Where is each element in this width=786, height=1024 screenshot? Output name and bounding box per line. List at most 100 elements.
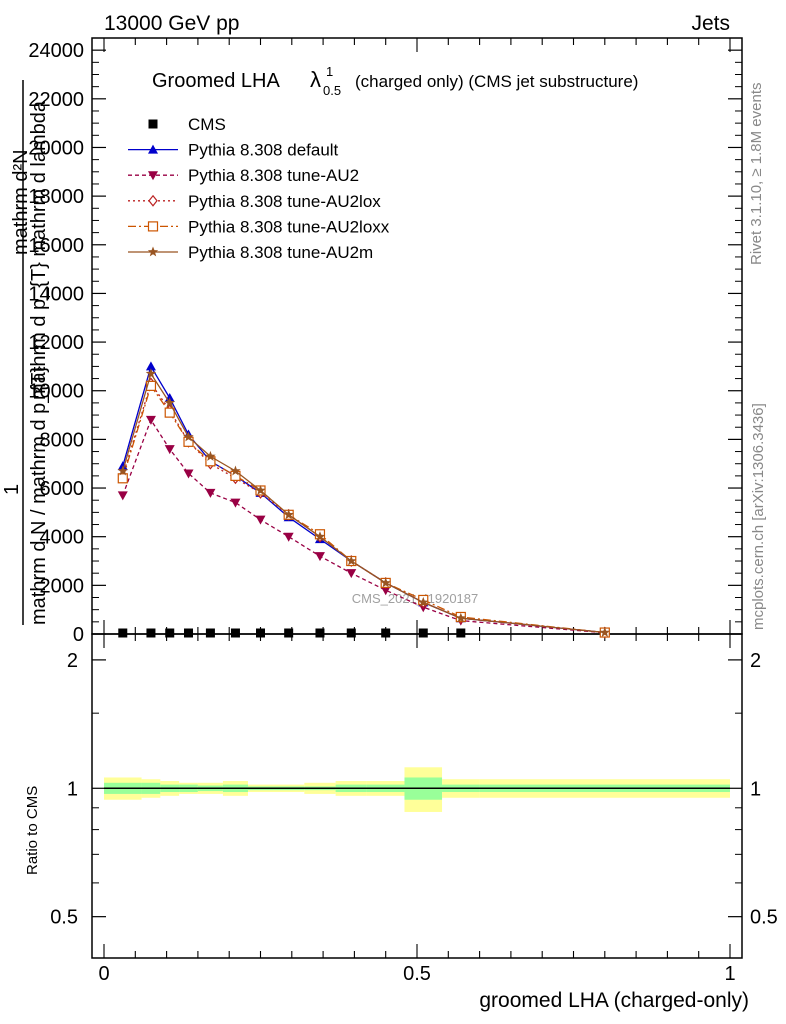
data-point [145,361,156,371]
ratio-ytick-label-right: 2 [750,650,761,672]
upper-ytick-label: 20000 [28,137,84,159]
data-point [256,628,265,638]
ratio-bands [104,767,730,812]
data-point [346,569,357,579]
data-point [346,628,356,638]
data-point [418,596,429,607]
rivet-label: Rivet 3.1.10, ≥ 1.8M events [748,83,765,266]
data-point [205,628,215,638]
legend-label: Pythia 8.308 tune-AU2 [188,166,359,185]
title-sup: 1 [326,64,333,79]
legend-entry: Pythia 8.308 tune-AU2loxx [128,217,390,236]
series-0 [118,628,466,638]
series-5 [117,368,610,637]
data-point [183,431,194,442]
legend-label: Pythia 8.308 default [188,141,339,160]
title-symbol: λ [310,67,321,92]
data-point [380,577,391,588]
legend-label: CMS [188,115,226,134]
upper-ytick-label: 18000 [28,186,84,208]
legend: CMS Pythia 8.308 default Pythia 8.308 tune… [128,115,390,262]
legend-entry: Pythia 8.308 tune-AU2m [128,243,373,262]
upper-ytick-label: 14000 [28,283,84,305]
legend-marker [148,194,158,207]
xtick-label: 0 [98,963,109,985]
legend-entry: Pythia 8.308 default [128,141,339,160]
data-point [381,628,391,638]
upper-ytick-label: 10000 [28,381,84,403]
legend-marker [148,171,158,181]
upper-ytick-label: 22000 [28,89,84,111]
legend-marker [148,144,158,154]
data-point [118,628,128,638]
upper-ytick-label: 2000 [40,575,85,597]
series-line [122,372,605,634]
data-point [418,628,428,638]
data-point [117,465,128,476]
title-rest: (charged only) (CMS jet substructure) [355,72,638,91]
process-label: Jets [691,12,730,35]
ylabel-denominator: mathrm d N / mathrm d p_{T} [28,366,50,625]
upper-ytick-label: 24000 [28,40,84,62]
data-point [145,380,157,391]
legend-marker [147,246,159,257]
data-point [183,469,194,479]
upper-ylabel: mathrm d²N mathrm d p_{T} mathrm d lambd… [1,80,50,625]
legend-marker [148,119,158,129]
lower-axis-ticks: 0.5 0.5 1 1 2 2 0 0.5 1 [50,634,778,985]
data-point [315,628,325,638]
data-point [146,628,156,638]
data-point [117,473,128,484]
ylabel-numerator-2: mathrm d p_{T} mathrm d lambda [28,100,50,400]
data-point [230,465,241,476]
legend-entry: Pythia 8.308 tune-AU2lox [128,192,381,211]
upper-axis-ticks: 0 2000 4000 6000 8000 10000 12000 14000 16000 180… [28,38,742,646]
data-point [184,628,194,638]
x-axis-title: groomed LHA (charged-only) [479,989,749,1012]
ratio-ytick-label: 0.5 [50,907,78,929]
data-point [455,612,467,623]
ratio-ytick-label-right: 0.5 [750,907,778,929]
legend-label: Pythia 8.308 tune-AU2lox [188,192,381,211]
data-point [255,515,266,525]
data-point [314,531,326,542]
upper-ytick-label: 0 [73,624,84,646]
data-point [164,397,175,408]
data-point [456,628,466,638]
ylabel-one: 1 [1,484,23,495]
legend-label: Pythia 8.308 tune-AU2m [188,243,373,262]
data-point [164,407,175,418]
data-point [230,498,241,508]
series-line [122,418,605,634]
data-point [205,450,216,461]
data-point [230,628,240,638]
title-main: Groomed LHA [152,70,280,92]
upper-ytick-label: 8000 [40,429,85,451]
data-point [599,627,610,637]
energy-label: 13000 GeV pp [104,12,239,35]
data-point [283,532,294,542]
mcplots-label: mcplots.cern.ch [arXiv:1306.3436] [750,403,767,630]
upper-ytick-label: 4000 [40,527,85,549]
xtick-label: 1 [724,963,735,985]
plot-title: Groomed LHA λ 1 0.5 (charged only) (CMS … [152,64,638,98]
legend-entry: CMS [148,115,226,134]
legend-marker [147,221,159,232]
upper-ytick-label: 12000 [28,332,84,354]
ratio-ylabel: Ratio to CMS [24,786,41,875]
data-point [145,415,156,425]
data-point [314,552,325,562]
data-point [205,488,216,498]
data-point [255,485,266,495]
ratio-ytick-label-right: 1 [750,778,761,800]
data-point [284,628,294,638]
legend-entry: Pythia 8.308 tune-AU2 [128,166,359,185]
ratio-ytick-label: 2 [67,650,78,672]
data-point [117,491,128,501]
data-point [380,586,391,596]
series-layer [117,361,610,639]
legend-label: Pythia 8.308 tune-AU2loxx [188,217,390,236]
data-point [283,509,294,520]
xtick-label: 0.5 [403,963,431,985]
